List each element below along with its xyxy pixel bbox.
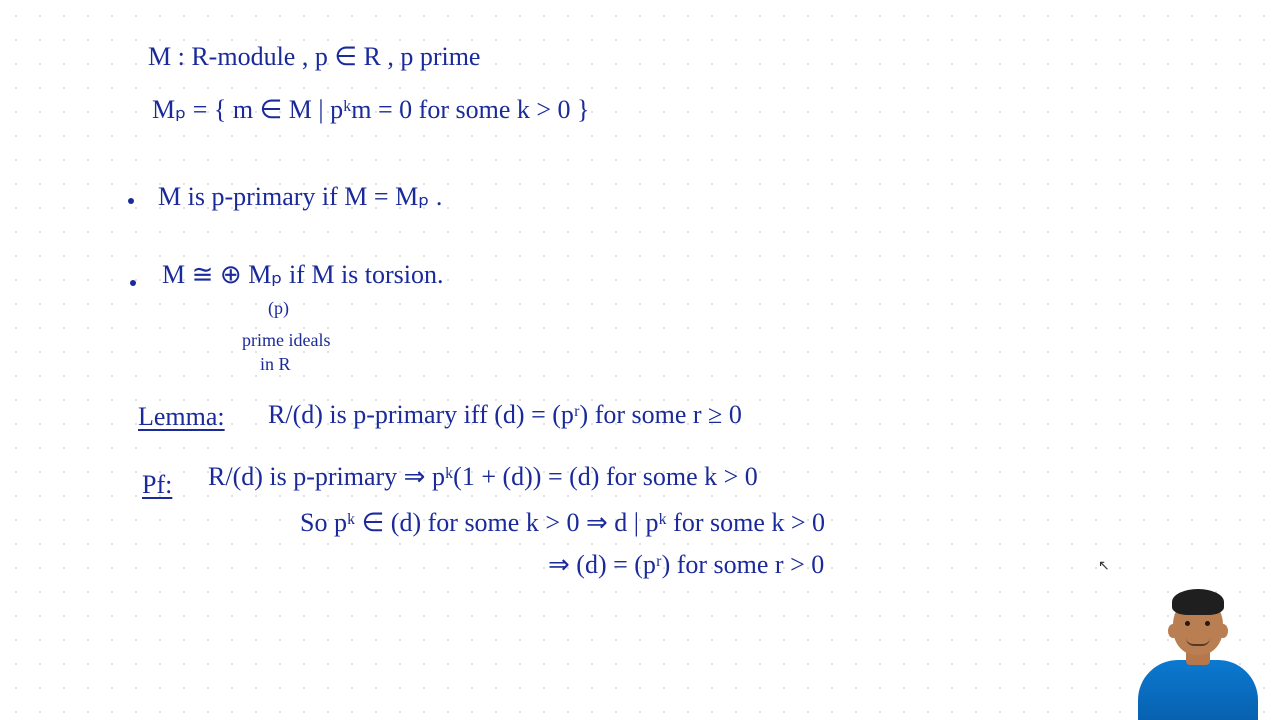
proof-label: Pf: <box>142 470 172 500</box>
note-line-3: M is p-primary if M = Mₚ . <box>158 182 442 212</box>
proof-line-2: So pᵏ ∈ (d) for some k > 0 ⇒ d | pᵏ for … <box>300 508 825 538</box>
note-line-2: Mₚ = { m ∈ M | pᵏm = 0 for some k > 0 } <box>152 95 590 125</box>
lemma-statement: R/(d) is p-primary iff (d) = (pʳ) for so… <box>268 400 742 430</box>
cursor-icon: ↖ <box>1098 558 1110 575</box>
lemma-label: Lemma: <box>138 402 225 432</box>
presenter-avatar <box>1128 590 1268 720</box>
proof-line-1: R/(d) is p-primary ⇒ pᵏ(1 + (d)) = (d) f… <box>208 462 758 492</box>
note-line-1: M : R-module , p ∈ R , p prime <box>148 42 480 72</box>
note-line-4c: prime ideals <box>242 330 330 351</box>
proof-line-3: ⇒ (d) = (pʳ) for some r > 0 <box>548 550 824 580</box>
bullet-icon <box>130 280 136 286</box>
note-line-4a: M ≅ ⊕ Mₚ if M is torsion. <box>162 260 444 290</box>
note-line-4b: (p) <box>268 298 289 319</box>
bullet-icon <box>128 198 134 204</box>
note-line-4d: in R <box>260 354 291 375</box>
